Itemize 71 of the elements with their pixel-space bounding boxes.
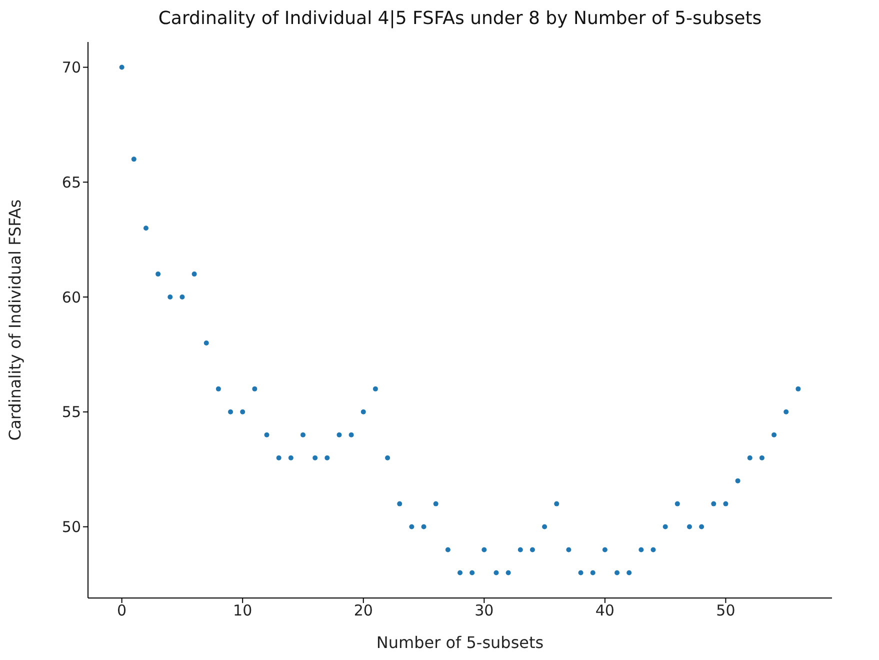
point	[360, 409, 366, 414]
point	[445, 547, 450, 552]
y-tick-label: 70	[62, 58, 81, 77]
point	[530, 547, 535, 552]
point	[228, 409, 234, 414]
point	[602, 547, 608, 552]
point	[784, 409, 789, 414]
x-tick-label: 20	[354, 602, 373, 620]
point	[409, 524, 414, 530]
point	[192, 272, 197, 277]
x-tick-label: 40	[595, 602, 614, 620]
point	[772, 432, 777, 438]
point	[421, 524, 426, 530]
point	[590, 570, 596, 576]
point	[662, 524, 668, 530]
point	[252, 386, 258, 392]
point	[566, 547, 572, 552]
point	[723, 501, 728, 506]
point	[542, 524, 548, 530]
chart-title: Cardinality of Individual 4|5 FSFAs under 8 by Number of 5-subsets	[157, 8, 763, 29]
point	[119, 64, 124, 70]
point	[216, 386, 221, 392]
point	[796, 386, 801, 392]
y-axis-title: Cardinality of Individual FSFAs	[6, 199, 25, 441]
point	[747, 455, 752, 460]
point	[336, 432, 342, 438]
y-tick-label: 60	[62, 288, 81, 306]
y-tick-label: 50	[62, 518, 81, 536]
point	[180, 294, 185, 300]
x-tick-label: 0	[117, 602, 127, 620]
point	[348, 432, 354, 438]
point	[324, 455, 330, 460]
point	[686, 524, 692, 530]
point	[735, 478, 740, 484]
y-tick-label: 65	[62, 173, 81, 192]
x-tick-label: 50	[716, 602, 736, 620]
point	[143, 226, 148, 231]
point	[276, 455, 282, 460]
point	[554, 501, 560, 506]
point	[240, 409, 246, 414]
point	[674, 501, 680, 506]
point	[614, 570, 620, 576]
point	[626, 570, 632, 576]
point	[385, 455, 390, 460]
point	[578, 570, 584, 576]
point	[759, 455, 764, 460]
point	[300, 432, 306, 438]
x-tick-label: 10	[233, 602, 252, 620]
point	[204, 340, 209, 346]
point	[638, 547, 644, 552]
point	[264, 432, 270, 438]
point	[312, 455, 318, 460]
point	[433, 501, 438, 506]
x-tick-label: 30	[474, 602, 494, 620]
y-tick-label: 55	[62, 403, 81, 422]
point	[518, 547, 523, 552]
point	[482, 547, 487, 552]
point	[397, 501, 402, 506]
point	[506, 570, 511, 576]
x-axis-title: Number of 5-subsets	[376, 633, 544, 652]
point	[156, 272, 161, 277]
point	[458, 570, 462, 576]
point	[650, 547, 656, 552]
point	[711, 501, 716, 506]
point	[131, 156, 136, 162]
point	[494, 570, 499, 576]
point	[372, 386, 378, 392]
point	[288, 455, 294, 460]
point	[168, 294, 173, 300]
point	[470, 570, 475, 576]
point	[699, 524, 704, 530]
